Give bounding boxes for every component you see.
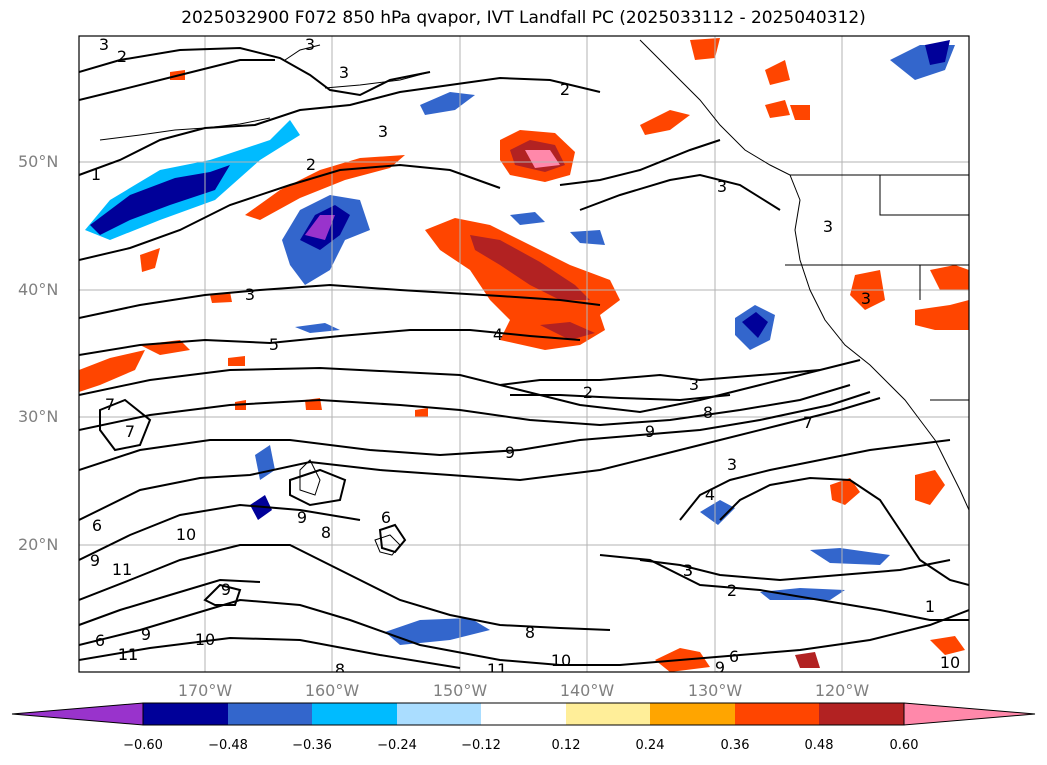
lon-label: 170°W [177, 681, 233, 700]
contour-label: 3 [683, 561, 693, 580]
contour-label: 11 [118, 645, 138, 664]
contour-label: 8 [703, 403, 713, 422]
contour-label: 4 [705, 485, 715, 504]
contour-label: 11 [118, 645, 138, 664]
contour-label: 9 [505, 443, 515, 462]
contour-label: 11 [112, 560, 132, 579]
contour-label: 6 [381, 508, 391, 527]
contour-label: 3 [717, 177, 727, 196]
cold-small-1 [420, 92, 475, 115]
contour-label: 3 [727, 455, 737, 474]
contour-label: 11 [487, 660, 507, 679]
colorbar-tick: −0.48 [208, 738, 248, 753]
warm-blob-central [425, 218, 620, 350]
colorbar-tick: 0.60 [889, 738, 919, 753]
contour-label: 5 [269, 335, 279, 354]
cold-band-south-1 [810, 548, 890, 565]
contour-label: 7 [125, 422, 135, 441]
colorbar-segment [312, 703, 397, 725]
map-frame [78, 35, 970, 673]
coastline [99, 39, 969, 556]
cold-band-south-2 [760, 588, 845, 600]
map-title: 2025032900 F072 850 hPa qvapor, IVT Land… [181, 8, 866, 28]
contour-label: 10 [195, 630, 215, 649]
contour-label: 9 [90, 551, 100, 570]
lat-label: 20°N [18, 535, 59, 554]
lon-label: 150°W [432, 681, 488, 700]
colorbar-tick: −0.36 [292, 738, 332, 753]
cold-south-west [385, 618, 490, 645]
lat-label: 50°N [18, 152, 59, 171]
contour-label: 6 [729, 647, 739, 666]
contour-labels: 3 2 3 3 3 2 1 3 3 2 3 3 5 4 3 2 3 8 7 9 … [90, 35, 960, 679]
graticule [79, 36, 969, 672]
contour-label: 3 [689, 375, 699, 394]
contour-label: 1 [91, 165, 101, 184]
contour-label: 9 [715, 658, 725, 677]
contour-label: 3 [245, 285, 255, 304]
lat-label: 30°N [18, 407, 59, 426]
colorbar-tick: 0.36 [720, 738, 750, 753]
colorbar-segment [397, 703, 481, 725]
contour-label: 3 [305, 35, 315, 54]
contour-label: 3 [861, 289, 871, 308]
colorbar-segment [819, 703, 904, 725]
contour-label: 2 [727, 581, 737, 600]
contour-label: 2 [560, 80, 570, 99]
contour-label: 10 [551, 651, 571, 670]
colorbar-tick: 0.48 [804, 738, 834, 753]
contour-label: 3 [378, 122, 388, 141]
lon-label: 120°W [814, 681, 870, 700]
colorbar-tick: −0.24 [377, 738, 417, 753]
contour-label: 7 [105, 395, 115, 414]
lat-label: 40°N [18, 280, 59, 299]
contour-label: 9 [297, 508, 307, 527]
contour-label: 8 [335, 660, 345, 679]
contour-label: 3 [823, 217, 833, 236]
contour-label: 10 [176, 525, 196, 544]
contour-label: 10 [940, 653, 960, 672]
colorbar-tick: −0.60 [123, 738, 163, 753]
contour-label: 2 [306, 155, 316, 174]
contour-label: 1 [925, 597, 935, 616]
lon-label: 130°W [687, 681, 743, 700]
contour-label: 8 [321, 523, 331, 542]
colorbar-extend-right [903, 702, 1036, 726]
colorbar-tick: −0.12 [461, 738, 501, 753]
colorbar-segment [481, 703, 566, 725]
contour-label: 9 [221, 580, 231, 599]
colorbar-segment [735, 703, 819, 725]
contour-label: 3 [99, 35, 109, 54]
colorbar-tick: 0.12 [551, 738, 581, 753]
warm-west-edge [79, 350, 145, 392]
contour-label: 9 [645, 422, 655, 441]
contour-lines [79, 46, 969, 669]
colorbar-segment [566, 703, 650, 725]
lon-label: 140°W [559, 681, 615, 700]
contour-label: 8 [525, 623, 535, 642]
contour-label: 3 [339, 63, 349, 82]
lon-label: 160°W [304, 681, 360, 700]
colorbar-segment [143, 703, 228, 725]
contour-label: 9 [141, 625, 151, 644]
contour-label: 4 [493, 325, 503, 344]
contour-label: 7 [803, 413, 813, 432]
negative-shading [85, 40, 955, 645]
colorbar-segment [228, 703, 312, 725]
contour-label: 6 [92, 516, 102, 535]
colorbar-tick: 0.24 [635, 738, 665, 753]
contour-label: 2 [117, 47, 127, 66]
colorbar [11, 702, 1036, 726]
warm-band-north [245, 155, 405, 220]
cold-core-west [90, 165, 230, 235]
contour-label: 3 [683, 561, 693, 580]
contour-label: 2 [583, 383, 593, 402]
contour-label: 6 [95, 631, 105, 650]
positive-shading [79, 38, 969, 672]
colorbar-segment [650, 703, 735, 725]
colorbar-extend-left [11, 702, 144, 726]
